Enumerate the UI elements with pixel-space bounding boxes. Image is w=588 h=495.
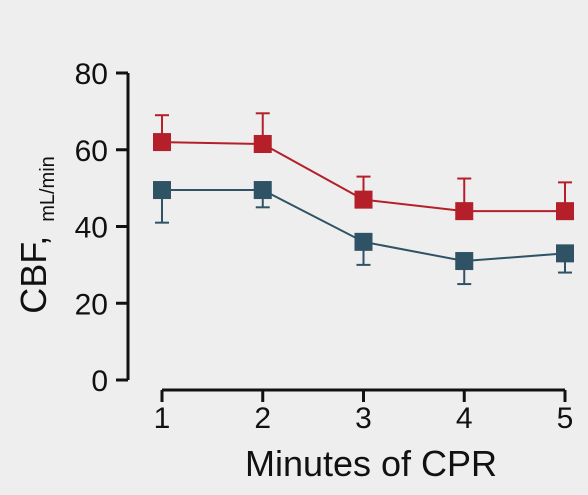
y-tick-label-60: 60 — [75, 135, 108, 168]
marker-s1-x2 — [253, 134, 272, 153]
marker-s2-x4 — [455, 252, 474, 271]
marker-s2-x2 — [253, 181, 272, 200]
y-axis-title-subscript: mL/min — [37, 156, 59, 222]
y-tick-label-0: 0 — [91, 365, 108, 398]
marker-s1-x3 — [354, 190, 373, 209]
x-tick-label-1: 1 — [154, 402, 171, 435]
marker-s2-x5 — [556, 244, 574, 263]
y-axis: 0 20 40 60 80 — [75, 58, 130, 398]
y-tick-label-80: 80 — [75, 58, 108, 91]
y-tick-label-20: 20 — [75, 288, 108, 321]
y-axis-title: CBF, mL/min — [13, 156, 59, 314]
x-tick-label-2: 2 — [254, 402, 271, 435]
marker-s1-x5 — [556, 202, 574, 221]
y-tick-label-40: 40 — [75, 212, 108, 245]
marker-s1-x1 — [153, 133, 171, 152]
y-axis-title-main: CBF, — [13, 236, 54, 314]
x-axis-title: Minutes of CPR — [245, 443, 497, 484]
marker-s1-x4 — [455, 202, 474, 221]
series-1 — [153, 112, 574, 221]
series-layer — [153, 112, 574, 286]
x-axis: 1 2 3 4 5 — [154, 388, 574, 435]
x-tick-label-5: 5 — [557, 402, 574, 435]
series-2 — [153, 181, 574, 286]
x-tick-label-3: 3 — [355, 402, 372, 435]
marker-s2-x1 — [153, 181, 171, 200]
x-tick-label-4: 4 — [456, 402, 473, 435]
marker-s2-x3 — [354, 232, 373, 251]
